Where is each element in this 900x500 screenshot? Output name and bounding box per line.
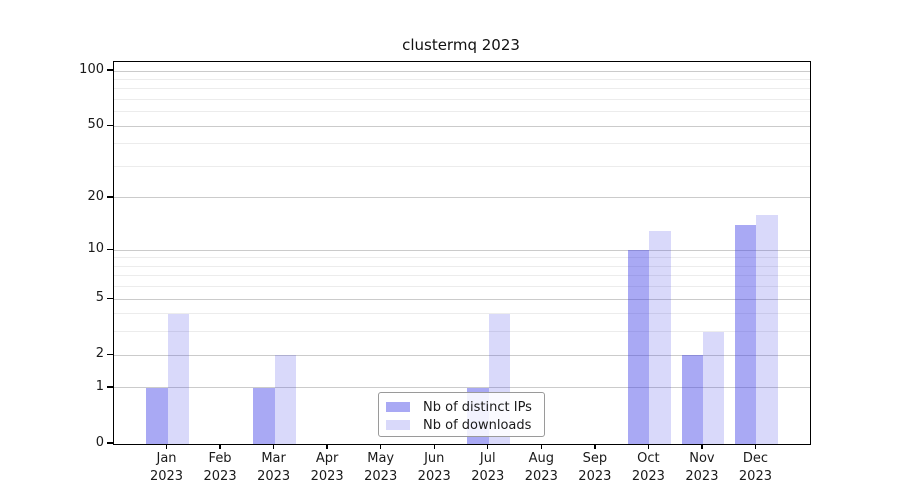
minor-gridline-40 bbox=[114, 143, 810, 145]
bar-downloads-oct bbox=[649, 230, 671, 444]
y-axis-tick-10 bbox=[107, 248, 113, 250]
minor-gridline-8 bbox=[114, 265, 810, 267]
y-axis-tick-1 bbox=[107, 386, 113, 388]
bar-distinct-ips-dec bbox=[735, 225, 757, 444]
minor-gridline-4 bbox=[114, 313, 810, 315]
y-axis-tick-0 bbox=[107, 442, 113, 444]
legend: Nb of distinct IPs Nb of downloads bbox=[378, 392, 545, 437]
x-axis-label-jan: Jan 2023 bbox=[149, 451, 184, 484]
bar-downloads-dec bbox=[756, 215, 778, 444]
x-axis-tick-may bbox=[379, 444, 382, 450]
minor-gridline-90 bbox=[114, 78, 810, 80]
x-axis-tick-aug bbox=[540, 444, 542, 450]
x-axis-label-oct: Oct 2023 bbox=[631, 451, 665, 484]
x-axis-tick-nov bbox=[701, 444, 703, 450]
legend-label-distinct-ips: Nb of distinct IPs bbox=[423, 399, 532, 415]
x-axis-tick-jun bbox=[433, 444, 435, 450]
legend-item: Nb of downloads bbox=[386, 416, 538, 434]
bar-distinct-ips-jan bbox=[146, 388, 168, 444]
y-axis-tick-100 bbox=[107, 69, 113, 71]
x-axis-label-apr: Apr 2023 bbox=[310, 451, 344, 484]
bar-distinct-ips-oct bbox=[627, 250, 650, 444]
x-axis-tick-apr bbox=[326, 444, 328, 450]
major-gridline-5 bbox=[114, 298, 810, 300]
y-axis-label-100: 100 bbox=[79, 62, 104, 78]
legend-item: Nb of distinct IPs bbox=[386, 398, 538, 416]
y-axis-tick-50 bbox=[107, 124, 113, 126]
legend-swatch-downloads bbox=[386, 420, 410, 430]
y-axis-label-2: 2 bbox=[95, 346, 104, 362]
y-axis-label-1: 1 bbox=[95, 378, 104, 394]
x-axis-label-jul: Jul 2023 bbox=[471, 451, 505, 484]
x-axis-tick-mar bbox=[272, 444, 275, 450]
major-gridline-100 bbox=[114, 70, 810, 72]
minor-gridline-70 bbox=[114, 99, 810, 101]
x-axis-tick-dec bbox=[754, 444, 757, 450]
x-axis-label-mar: Mar 2023 bbox=[257, 451, 291, 484]
y-axis-label-10: 10 bbox=[87, 241, 104, 257]
bar-downloads-mar bbox=[274, 355, 297, 444]
minor-gridline-9 bbox=[114, 257, 810, 259]
minor-gridline-60 bbox=[114, 111, 810, 113]
minor-gridline-7 bbox=[114, 275, 810, 277]
plot-area bbox=[113, 61, 811, 445]
x-axis-label-may: May 2023 bbox=[364, 451, 398, 484]
x-axis-label-aug: Aug 2023 bbox=[524, 451, 558, 484]
minor-gridline-30 bbox=[114, 166, 810, 167]
x-axis-label-dec: Dec 2023 bbox=[738, 451, 772, 484]
minor-gridline-80 bbox=[114, 88, 810, 90]
legend-label-downloads: Nb of downloads bbox=[423, 417, 532, 433]
major-gridline-2 bbox=[114, 354, 810, 356]
y-axis-label-50: 50 bbox=[87, 117, 104, 133]
minor-gridline-6 bbox=[114, 286, 810, 288]
major-gridline-10 bbox=[114, 249, 810, 251]
bar-downloads-nov bbox=[702, 331, 725, 444]
x-axis-label-nov: Nov 2023 bbox=[685, 451, 719, 484]
major-gridline-50 bbox=[114, 125, 810, 127]
legend-swatch-distinct-ips bbox=[386, 402, 410, 412]
y-axis-label-0: 0 bbox=[95, 435, 104, 450]
bar-distinct-ips-nov bbox=[681, 355, 703, 444]
y-axis-label-20: 20 bbox=[87, 188, 104, 204]
y-axis-label-5: 5 bbox=[95, 290, 104, 306]
x-axis-tick-feb bbox=[219, 444, 221, 450]
y-axis-tick-2 bbox=[107, 353, 113, 355]
x-axis-label-feb: Feb 2023 bbox=[203, 451, 237, 484]
x-axis-tick-sep bbox=[594, 444, 596, 450]
y-axis-tick-5 bbox=[107, 297, 113, 299]
major-gridline-1 bbox=[114, 387, 810, 389]
y-axis-tick-20 bbox=[107, 196, 113, 198]
major-gridline-20 bbox=[114, 197, 810, 199]
x-axis-label-jun: Jun 2023 bbox=[417, 451, 451, 484]
x-axis-tick-jan bbox=[165, 444, 168, 450]
bar-downloads-jan bbox=[167, 313, 189, 444]
bar-distinct-ips-mar bbox=[253, 388, 275, 444]
x-axis-tick-oct bbox=[647, 444, 650, 450]
minor-gridline-3 bbox=[114, 331, 810, 333]
x-axis-label-sep: Sep 2023 bbox=[578, 451, 612, 484]
chart-title: clustermq 2023 bbox=[402, 36, 520, 54]
x-axis-tick-jul bbox=[487, 444, 489, 450]
